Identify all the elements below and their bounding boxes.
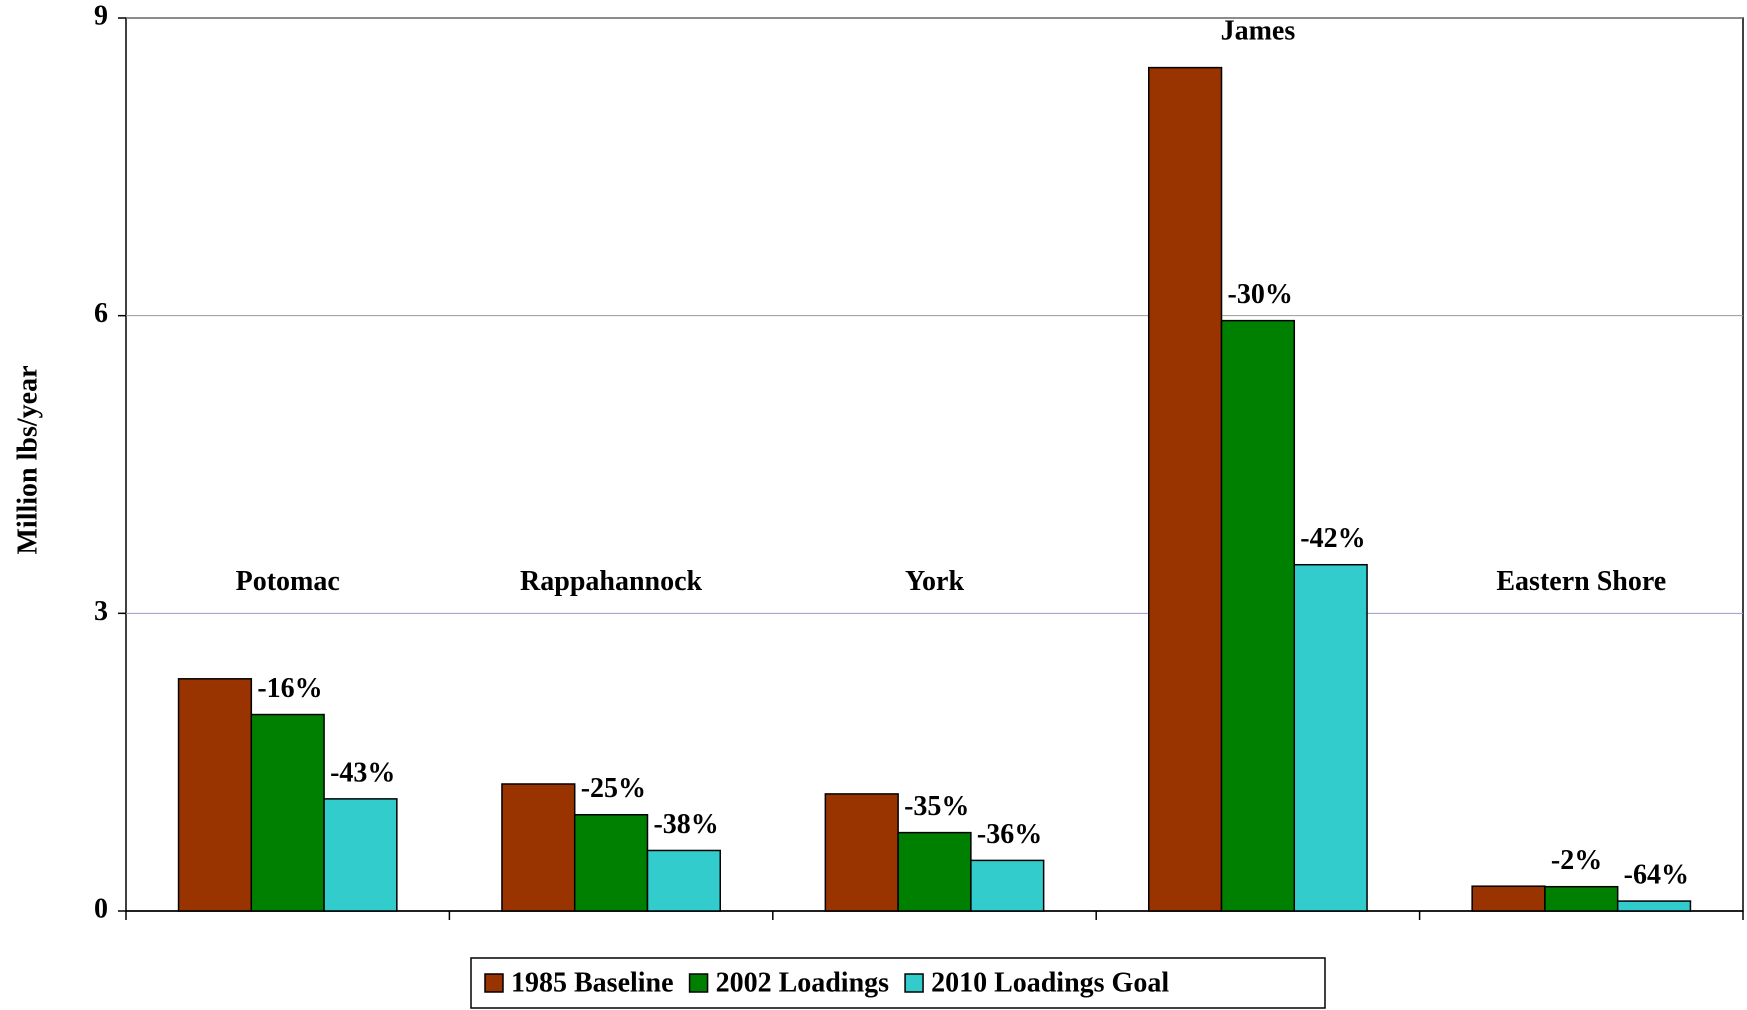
category-label: James	[1221, 15, 1296, 46]
bar	[970, 859, 1045, 912]
bar	[824, 793, 899, 912]
category-label: York	[905, 566, 965, 597]
change-label: -64%	[1624, 859, 1689, 890]
change-label: -43%	[330, 757, 395, 788]
legend-swatch	[688, 973, 709, 993]
change-label: -35%	[904, 791, 969, 822]
change-label: -30%	[1228, 279, 1293, 310]
change-label: -38%	[653, 809, 718, 840]
change-label: -2%	[1551, 845, 1602, 876]
category-label: Potomac	[236, 566, 340, 597]
bar	[323, 798, 398, 912]
change-label: -42%	[1300, 523, 1365, 554]
bar	[1616, 900, 1692, 912]
category-label: Rappahannock	[520, 566, 703, 597]
legend-box	[470, 957, 1326, 1009]
bar	[897, 831, 972, 912]
y-tick-label: 6	[94, 298, 108, 329]
legend-swatch	[904, 973, 924, 993]
bar	[1471, 885, 1546, 912]
change-label: -36%	[977, 819, 1042, 850]
y-axis-label: Million lbs/year	[12, 366, 43, 555]
y-tick-label: 9	[94, 0, 108, 31]
category-label: Eastern Shore	[1496, 566, 1666, 597]
y-tick-label: 3	[94, 596, 108, 627]
legend-label: 2010 Loadings Goal	[931, 967, 1169, 998]
legend-label: 2002 Loadings	[716, 967, 890, 998]
change-label: -25%	[581, 773, 646, 804]
y-tick-label: 0	[94, 893, 108, 924]
bar	[1293, 563, 1368, 912]
bar	[573, 814, 649, 912]
legend: 1985 Baseline 2002 Loadings 2010 Loadings …	[470, 957, 1326, 1009]
bar	[250, 713, 325, 912]
bar	[1220, 319, 1296, 912]
legend-swatch	[484, 973, 504, 993]
change-label: -16%	[257, 673, 322, 704]
bar	[646, 849, 721, 912]
bar	[501, 783, 576, 912]
bar	[1148, 66, 1223, 912]
legend-label: 1985 Baseline	[511, 967, 674, 998]
bar	[1544, 885, 1619, 912]
bar	[177, 678, 253, 912]
